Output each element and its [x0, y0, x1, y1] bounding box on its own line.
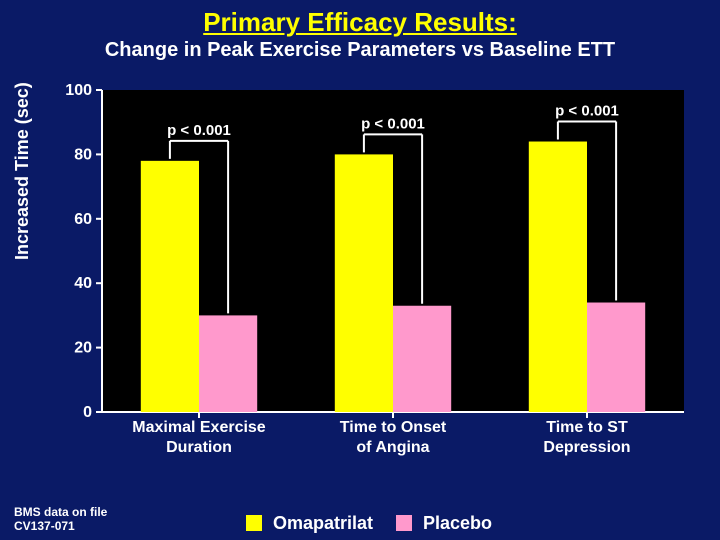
svg-text:60: 60 [74, 211, 92, 228]
footer-line1: BMS data on file [14, 506, 107, 520]
svg-text:Time to Onset: Time to Onset [340, 419, 447, 436]
chart-plot: 0 20 40 60 80 100 Maximal Exercise Duration p < … [60, 82, 690, 462]
svg-text:Depression: Depression [543, 439, 630, 456]
legend: Omapatrilat Placebo [0, 513, 720, 534]
svg-text:0: 0 [83, 404, 92, 421]
svg-text:20: 20 [74, 340, 92, 357]
footer-citation: BMS data on file CV137-071 [14, 506, 107, 534]
svg-text:p < 0.001: p < 0.001 [167, 122, 231, 139]
legend-label-omapatrilat: Omapatrilat [273, 513, 373, 533]
svg-text:of Angina: of Angina [356, 439, 429, 456]
slide: Primary Efficacy Results: Change in Peak… [0, 0, 720, 540]
svg-text:p < 0.001: p < 0.001 [361, 115, 425, 132]
slide-subtitle: Change in Peak Exercise Parameters vs Ba… [14, 39, 706, 62]
legend-swatch-placebo [396, 515, 412, 531]
svg-text:Time to ST: Time to ST [546, 419, 628, 436]
legend-label-placebo: Placebo [423, 513, 492, 533]
chart: 0 20 40 60 80 100 Maximal Exercise Duration p < … [60, 82, 690, 462]
y-axis-label: Increased Time (sec) [12, 82, 33, 260]
svg-text:Duration: Duration [166, 439, 232, 456]
svg-text:100: 100 [65, 82, 92, 99]
svg-text:80: 80 [74, 146, 92, 163]
legend-swatch-omapatrilat [246, 515, 262, 531]
svg-text:Maximal Exercise: Maximal Exercise [132, 419, 266, 436]
slide-title: Primary Efficacy Results: [14, 8, 706, 37]
svg-text:40: 40 [74, 275, 92, 292]
footer-line2: CV137-071 [14, 520, 107, 534]
svg-text:p < 0.001: p < 0.001 [555, 103, 619, 120]
